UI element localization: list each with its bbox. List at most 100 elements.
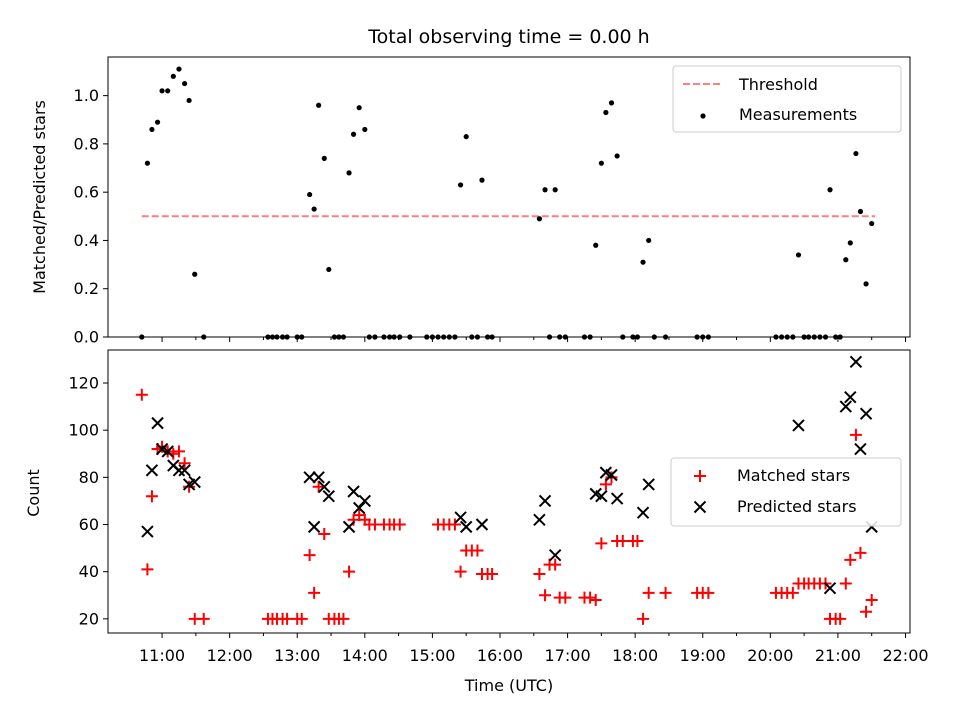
axes-frame (107, 349, 911, 634)
predicted-star-point (533, 513, 546, 527)
predicted-star-point (347, 485, 360, 498)
matched-star-point (178, 457, 191, 470)
predicted-star-point (307, 520, 321, 534)
predicted-star-point (849, 355, 863, 368)
measurement-point (159, 88, 165, 94)
measurement-point (186, 97, 192, 104)
x-tick-label: 16:00 (477, 646, 523, 665)
measurement-point (362, 126, 368, 133)
measurement-point (857, 208, 864, 215)
x-tick-label: 18:00 (612, 646, 658, 665)
predicted-star-point (605, 468, 618, 482)
x-tick-label: 12:00 (207, 646, 253, 665)
matched-star-point (281, 612, 294, 625)
x-tick-label: 11:00 (139, 646, 185, 665)
x-tick-label: 15:00 (409, 646, 455, 665)
axes-frame (107, 56, 911, 338)
predicted-star-point (854, 442, 867, 456)
measurement-point (181, 80, 188, 87)
measurement-point (316, 102, 322, 108)
measurement-point (640, 259, 646, 265)
legend-threshold-label: Threshold (738, 75, 818, 94)
measurement-point (536, 216, 543, 222)
matched-star-point (448, 518, 461, 531)
matched-star-point (616, 535, 629, 548)
matched-star-point (141, 563, 154, 576)
matched-star-point (584, 591, 597, 604)
matched-star-point (849, 428, 862, 441)
matched-star-point (844, 553, 857, 566)
measurement-point (457, 182, 464, 188)
matched-star-point (599, 478, 612, 491)
legend-predicted-label: Predicted stars (737, 497, 857, 516)
measurement-point (346, 170, 352, 176)
measurement-point (608, 100, 615, 106)
predicted-star-point (358, 494, 372, 508)
measurement-point (326, 266, 332, 273)
matched-star-point (702, 586, 715, 599)
ratio-legend: Threshold Measurements (672, 65, 902, 133)
y-tick-label: 40 (79, 562, 99, 581)
predicted-star-point (151, 416, 164, 430)
measurement-point (307, 191, 313, 198)
matched-star-point (295, 612, 308, 625)
measurement-point (847, 240, 853, 246)
predicted-star-point (636, 506, 650, 519)
predicted-star-point (844, 390, 857, 404)
matched-star-point (145, 490, 158, 503)
measurement-point (356, 105, 362, 111)
y-tick-label: 0.2 (74, 279, 99, 298)
legend-matched-swatch (694, 470, 706, 482)
measurement-point (479, 177, 485, 183)
matched-star-point (337, 612, 350, 625)
matched-star-point (308, 586, 321, 599)
predicted-star-point (322, 490, 335, 503)
matched-star-point (343, 565, 356, 578)
legend-box (670, 457, 902, 527)
measurement-point (350, 131, 357, 137)
measurement-point (192, 271, 198, 277)
matched-star-point (172, 445, 185, 458)
matched-star-point (303, 549, 316, 562)
matched-star-point (471, 544, 484, 557)
matched-star-point (642, 586, 655, 599)
predicted-star-point (141, 525, 154, 538)
legend-measurement-label: Measurements (739, 105, 857, 124)
count-legend: Matched stars Predicted stars (670, 457, 902, 527)
predicted-star-point (454, 511, 467, 524)
predicted-star-point (792, 419, 805, 432)
y-tick-label: 80 (79, 468, 99, 487)
ratio-panel: Total observing time = 0.00 h 0.00.20.40… (30, 26, 911, 347)
predicted-star-point (312, 471, 325, 484)
matched-star-point (595, 537, 608, 550)
measurement-point (614, 153, 620, 159)
predicted-star-point (342, 520, 356, 534)
matched-star-point (631, 535, 644, 548)
y-tick-label: 20 (79, 609, 99, 628)
predicted-star-point (318, 480, 331, 493)
count-panel: 20 40 60 80 100 120 11:00 12:00 13:00 14:00 15:00 1… (24, 349, 929, 695)
matched-star-point (589, 593, 602, 606)
matched-star-point (559, 591, 572, 604)
matched-star-point (533, 568, 546, 581)
measurement-point (542, 187, 548, 193)
x-tick-label: 14:00 (342, 646, 388, 665)
count-y-axis-label: Count (24, 469, 43, 517)
legend-measurement-swatch (700, 113, 706, 119)
y-tick-label: 0.4 (74, 231, 99, 250)
predicted-star-point (352, 501, 366, 515)
predicted-star-point (188, 475, 201, 489)
measurement-point (863, 281, 869, 287)
measurement-point (176, 66, 182, 72)
matched-star-point (486, 568, 499, 581)
measurement-point (869, 220, 875, 227)
x-tick-label: 20:00 (747, 646, 793, 665)
matched-star-point (549, 558, 562, 571)
matched-star-point (318, 527, 331, 540)
predicted-star-point (172, 464, 186, 477)
matched-star-point (454, 565, 467, 578)
measurement-point (843, 257, 849, 263)
matched-star-point (834, 612, 847, 625)
matched-star-point (539, 589, 552, 602)
measurement-point (463, 134, 469, 140)
